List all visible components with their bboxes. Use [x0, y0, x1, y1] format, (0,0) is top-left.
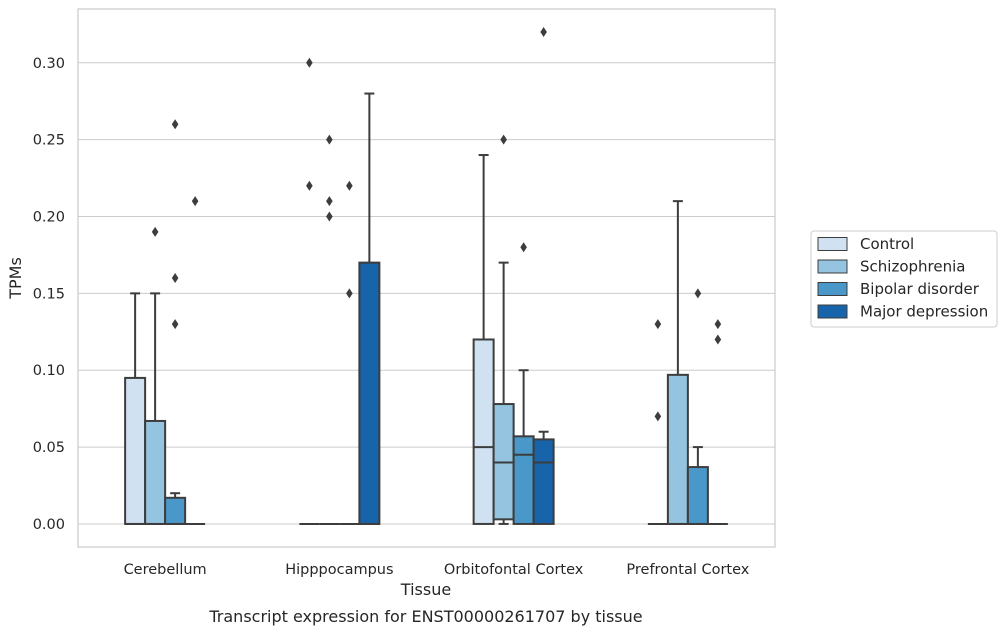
y-tick-label: 0.15 [33, 286, 65, 302]
box-body [512, 435, 535, 525]
x-tick-label: Prefrontal Cortex [626, 562, 749, 578]
gridlines [78, 62, 775, 525]
box [339, 180, 360, 525]
x-axis-label: Tissue [400, 580, 451, 599]
y-tick-label: 0.30 [33, 56, 65, 72]
outlier-point [520, 242, 527, 253]
y-tick-label: 0.25 [33, 133, 65, 149]
outlier-point [346, 180, 353, 191]
y-tick-label: 0.20 [33, 210, 65, 226]
box [647, 319, 668, 525]
box [185, 196, 206, 525]
outlier-point [694, 288, 702, 299]
box [666, 200, 689, 525]
box [472, 154, 495, 525]
outlier-point [171, 119, 179, 130]
outlier-point [191, 196, 199, 207]
x-tick-label: Orbitofontal Cortex [444, 562, 584, 578]
outlier-point [306, 180, 313, 191]
box-groups [124, 27, 728, 525]
box [512, 242, 535, 525]
box [164, 119, 187, 525]
outlier-point [500, 134, 507, 145]
y-tick-label: 0.05 [33, 440, 65, 456]
outlier-point [654, 411, 662, 422]
chart-caption: Transcript expression for ENST0000026170… [208, 607, 642, 626]
x-tick-label: Hipppocampus [285, 562, 393, 578]
x-tick-labels: Cerebellum Hipppocampus Orbitofontal Corte… [124, 562, 750, 578]
box-body [358, 261, 381, 525]
outlier-point [346, 288, 353, 299]
x-tick-label: Cerebellum [124, 562, 207, 578]
y-tick-label: 0.00 [33, 517, 65, 533]
box [532, 27, 555, 525]
outlier-point [540, 27, 547, 38]
legend-frame [810, 230, 998, 328]
outlier-point [326, 211, 333, 222]
legend-swatch [817, 259, 848, 274]
legend-swatch [817, 304, 848, 319]
box [299, 57, 320, 525]
box-body [124, 376, 147, 525]
outlier-point [654, 319, 662, 330]
legend-label: Schizophrenia [860, 258, 965, 276]
y-tick-label: 0.10 [33, 363, 65, 379]
legend-label: Bipolar disorder [860, 280, 980, 298]
box-body [164, 496, 187, 525]
box-body [472, 338, 495, 525]
legend-label: Major depression [860, 303, 988, 321]
box-body [532, 438, 555, 525]
legend-swatch [817, 282, 848, 296]
legend-swatch [817, 237, 848, 251]
box-body [666, 373, 689, 525]
box [124, 292, 147, 525]
box [319, 134, 340, 525]
outlier-point [151, 226, 159, 237]
outlier-point [306, 57, 313, 68]
outlier-point [714, 319, 722, 330]
box [144, 226, 167, 525]
legend: Control Schizophrenia Bipolar disorder Majo… [810, 230, 998, 328]
box-body [686, 466, 709, 525]
box [358, 92, 381, 525]
y-tick-labels: 0.00 0.05 0.10 0.15 0.20 0.25 0.30 [33, 56, 65, 533]
y-axis-label: TPMs [6, 257, 25, 300]
plot-frame [77, 8, 776, 548]
legend-label: Control [860, 235, 914, 253]
box [707, 319, 728, 525]
outlier-point [171, 319, 179, 330]
outlier-point [326, 196, 333, 207]
outlier-point [326, 134, 333, 145]
outlier-point [171, 273, 179, 283]
box [492, 134, 515, 525]
box-body [144, 419, 167, 525]
box [686, 288, 709, 525]
outlier-point [714, 334, 722, 345]
